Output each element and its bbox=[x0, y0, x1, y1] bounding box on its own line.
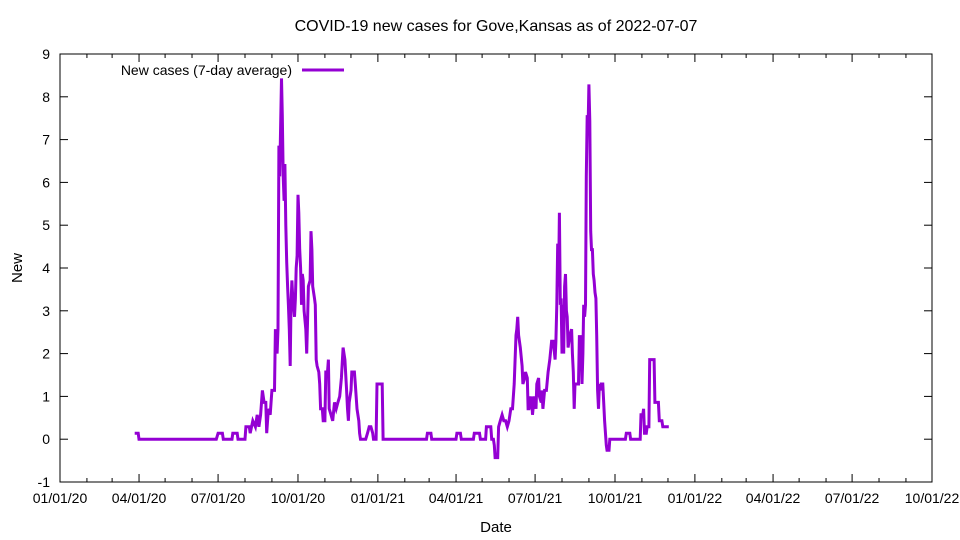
legend-label: New cases (7-day average) bbox=[121, 62, 292, 78]
y-tick-label: 3 bbox=[42, 303, 50, 319]
y-axis-label: New bbox=[9, 253, 26, 283]
y-tick-label: 0 bbox=[42, 431, 50, 447]
x-tick-label: 07/01/20 bbox=[191, 490, 246, 506]
x-tick-label: 10/01/20 bbox=[271, 490, 326, 506]
x-tick-label: 10/01/21 bbox=[588, 490, 643, 506]
x-tick-label: 07/01/22 bbox=[825, 490, 880, 506]
x-tick-label: 07/01/21 bbox=[508, 490, 563, 506]
x-tick-label: 10/01/22 bbox=[905, 490, 960, 506]
x-tick-label: 04/01/20 bbox=[112, 490, 167, 506]
x-axis-label: Date bbox=[480, 519, 512, 536]
series-line bbox=[134, 78, 669, 460]
x-axis-ticks: 01/01/20 04/01/20 07/01/20 10/01/20 01/01/21… bbox=[33, 54, 960, 506]
y-tick-label: 8 bbox=[42, 89, 50, 105]
y-tick-label: 4 bbox=[42, 260, 50, 276]
x-tick-label: 01/01/22 bbox=[668, 490, 723, 506]
y-tick-label: 5 bbox=[42, 217, 50, 233]
y-axis-ticks: -1 0 1 2 3 4 5 6 7 8 9 bbox=[38, 46, 932, 490]
x-tick-label: 04/01/21 bbox=[429, 490, 484, 506]
legend: New cases (7-day average) bbox=[121, 62, 344, 78]
plot-frame bbox=[59, 53, 933, 483]
chart-title: COVID-19 new cases for Gove,Kansas as of… bbox=[295, 18, 698, 35]
x-tick-label: 01/01/20 bbox=[33, 490, 88, 506]
y-tick-label: 7 bbox=[42, 132, 50, 148]
y-tick-label: 6 bbox=[42, 174, 50, 190]
y-tick-label: 1 bbox=[42, 388, 50, 404]
series-layer bbox=[134, 78, 669, 460]
x-tick-label: 01/01/21 bbox=[351, 490, 406, 506]
x-tick-label: 04/01/22 bbox=[746, 490, 801, 506]
y-tick-label: 9 bbox=[42, 46, 50, 62]
y-tick-label: -1 bbox=[38, 474, 51, 490]
y-tick-label: 2 bbox=[42, 346, 50, 362]
